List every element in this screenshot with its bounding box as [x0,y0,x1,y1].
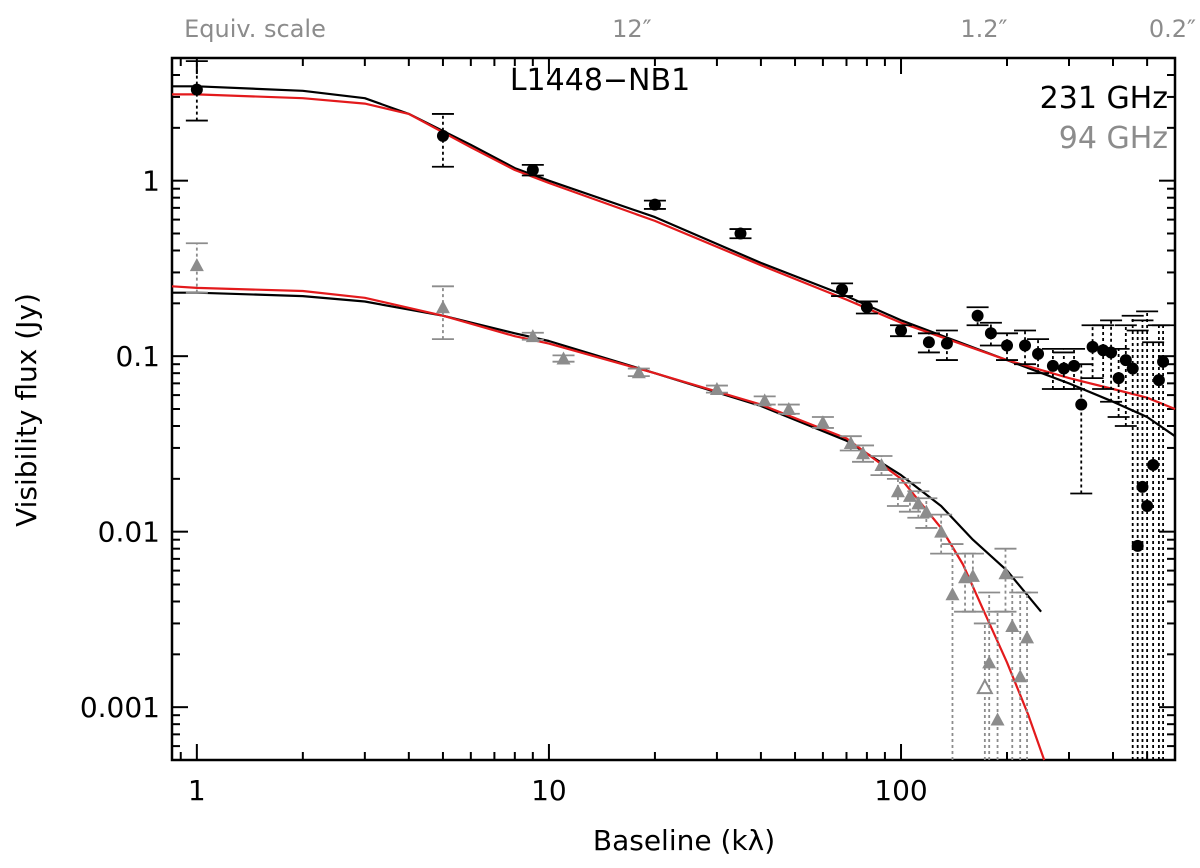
data-point-231ghz [1046,359,1059,372]
data-point-94ghz [631,365,646,379]
data-point-231ghz [1131,539,1144,552]
data-point-231ghz [1157,355,1170,368]
data-point-94ghz [919,504,934,518]
data-point-94ghz [189,258,204,272]
data-point-94ghz [781,402,796,415]
plot-frame-group [170,56,1177,762]
data-point-231ghz [940,337,953,350]
data-point-231ghz [734,227,747,240]
data-point-231ghz [1141,500,1154,513]
y-axis-title: Visibility flux (Jy) [10,293,43,527]
data-point-94ghz [815,415,830,429]
x-tick-label: 100 [874,774,927,807]
data-point-231ghz [1001,339,1014,352]
top-axis-equiv-scale-label: Equiv. scale [184,15,326,43]
data-point-94ghz [945,587,960,601]
legend-label-231ghz: 231 GHz [1040,81,1168,116]
data-point-94ghz [556,351,571,365]
data-point-94ghz [1020,630,1035,644]
y-tick-label: 0.01 [98,516,160,549]
data-point-94ghz [982,655,997,669]
data-point-94ghz [934,524,949,538]
data-point-231ghz [895,324,908,337]
data-point-94ghz [525,329,540,343]
data-point-231ghz [922,336,935,349]
data-point-231ghz [1112,372,1125,385]
data-point-231ghz [1057,362,1070,375]
data-point-231ghz [436,129,449,142]
data-point-231ghz [1075,398,1088,411]
data-point-94ghz [856,446,871,460]
y-tick-label: 0.1 [115,340,160,373]
data-points-group [189,83,1170,726]
data-point-231ghz [1032,347,1045,360]
data-point-94ghz [435,300,450,314]
data-point-231ghz [860,301,873,314]
x-tick-label: 10 [531,774,567,807]
data-point-231ghz [1068,359,1081,372]
top-axis-scale-label: 1.2″ [960,15,1007,43]
data-point-231ghz [1152,374,1165,387]
data-point-231ghz [1086,340,1099,353]
data-point-94ghz-hollow [976,678,994,695]
model-curve-2 [172,291,1042,613]
data-point-94ghz [709,382,724,396]
data-point-94ghz [874,457,889,471]
top-axis-scale-label: 12″ [612,15,652,43]
data-point-231ghz [190,83,203,96]
y-tick-label: 1 [142,165,160,198]
chart-title: L1448−NB1 [510,63,690,98]
data-point-94ghz [998,566,1013,580]
data-point-231ghz [836,283,849,296]
data-point-231ghz [1105,346,1118,359]
data-point-231ghz [971,309,984,322]
data-point-94ghz [990,712,1005,726]
x-axis-title: Baseline (kλ) [593,824,775,857]
model-curves-group [171,85,1176,761]
legend-label-94ghz: 94 GHz [1059,121,1168,156]
data-point-94ghz [965,568,980,582]
model-curve-0 [172,85,1176,438]
top-axis-scale-label: 0.2″ [1149,15,1196,43]
data-point-94ghz [890,484,905,498]
error-bars-group [185,60,1175,760]
data-point-94ghz [757,393,772,407]
data-point-94ghz [1005,619,1020,633]
model-curve-3 [171,285,1046,761]
model-curve-1 [172,93,1176,411]
data-point-231ghz [1019,339,1032,352]
data-point-231ghz [1126,362,1139,375]
data-point-231ghz [1136,480,1149,493]
data-point-231ghz [526,164,539,177]
axis-ticks-group: 1 10 100 0.001 0.01 0.1 1 12″ 1.2″ 0.2″ [80,15,1196,807]
data-point-94ghz [911,496,926,510]
x-tick-label: 1 [188,774,206,807]
data-point-94ghz [843,436,858,450]
plot-frame [170,56,1177,762]
data-point-231ghz [984,327,997,340]
data-point-231ghz [1147,458,1160,471]
data-point-94ghz [902,488,917,502]
data-point-231ghz [648,198,661,211]
data-point-94ghz [1013,669,1028,683]
data-point-231ghz [1119,354,1132,367]
y-tick-label: 0.001 [80,691,160,724]
